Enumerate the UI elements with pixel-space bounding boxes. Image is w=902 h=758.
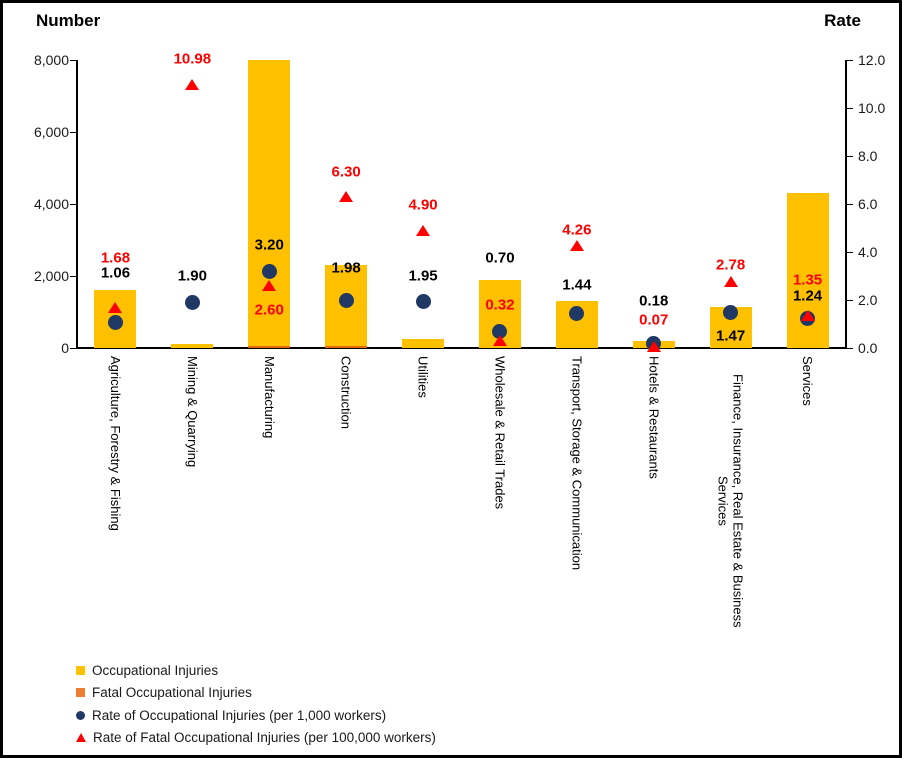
- data-label-rate: 1.95: [408, 267, 438, 285]
- marker-rate-fatal-occupational-injuries: [569, 240, 584, 252]
- left-axis-tick-label: 8,000: [33, 52, 69, 68]
- data-label-fatal-rate: 0.32: [485, 296, 515, 314]
- legend-label: Rate of Fatal Occupational Injuries (per…: [93, 730, 436, 746]
- legend-item: Rate of Occupational Injuries (per 1,000…: [76, 704, 436, 727]
- left-axis-line: [76, 60, 78, 348]
- legend-square-icon: [76, 665, 85, 675]
- left-axis-tick-label: 4,000: [33, 196, 69, 212]
- marker-rate-fatal-occupational-injuries: [108, 302, 123, 314]
- data-label-fatal-rate: 4.26: [562, 221, 592, 239]
- right-axis-tick-label: 6.0: [858, 196, 878, 212]
- legend-item: Occupational Injuries: [76, 659, 436, 682]
- legend-triangle-icon: [76, 733, 86, 743]
- left-axis-tick-label: 6,000: [33, 124, 69, 140]
- legend-label: Rate of Occupational Injuries (per 1,000…: [92, 707, 387, 723]
- right-axis-title: Rate: [824, 11, 861, 30]
- left-axis-tick: [70, 276, 76, 277]
- bar-occupational-injuries: [248, 60, 291, 348]
- data-label-fatal-rate: 2.60: [254, 301, 284, 319]
- bar-fatal-occupational-injuries: [325, 345, 368, 348]
- data-label-rate: 3.20: [254, 236, 284, 254]
- x-axis-category-label: Services: [800, 356, 816, 406]
- right-axis-line: [845, 60, 847, 348]
- right-axis-tick-label: 10.0: [858, 100, 886, 116]
- marker-rate-occupational-injuries: [107, 315, 123, 331]
- left-axis-tick: [70, 204, 76, 205]
- x-axis-category-label: Construction: [338, 356, 354, 429]
- marker-rate-occupational-injuries: [184, 294, 200, 310]
- right-axis-tick: [847, 348, 853, 349]
- x-axis-category-label: Wholesale & Retail Trades: [492, 356, 508, 510]
- data-label-fatal-rate: 2.78: [716, 256, 746, 274]
- left-axis-tick: [70, 132, 76, 133]
- x-axis-category-label: Agriculture, Forestry & Fishing: [107, 356, 123, 531]
- right-axis-tick: [847, 204, 853, 205]
- legend-square-icon: [76, 688, 85, 698]
- data-label-fatal-rate: 10.98: [173, 50, 212, 68]
- data-label-fatal-rate: 1.68: [100, 249, 131, 267]
- right-axis-tick-label: 12.0: [858, 52, 886, 68]
- left-axis-title: Number: [36, 11, 101, 30]
- marker-rate-occupational-injuries: [415, 293, 431, 309]
- left-axis-tick-label: 0: [61, 340, 69, 356]
- marker-rate-fatal-occupational-injuries: [185, 78, 200, 90]
- legend-circle-icon: [76, 710, 85, 720]
- left-axis-tick: [70, 348, 76, 349]
- legend-item: Rate of Fatal Occupational Injuries (per…: [76, 727, 436, 750]
- bar-occupational-injuries: [402, 339, 445, 348]
- data-label-fatal-rate: 1.35: [792, 271, 823, 289]
- right-axis-tick: [847, 156, 853, 157]
- marker-rate-occupational-injuries: [261, 263, 277, 279]
- left-axis-tick-label: 2,000: [33, 268, 69, 284]
- right-axis-tick: [847, 300, 853, 301]
- right-axis-tick-label: 4.0: [858, 244, 878, 260]
- legend-label: Fatal Occupational Injuries: [92, 685, 252, 701]
- data-label-fatal-rate: 4.90: [408, 196, 438, 214]
- x-axis-category-label: Utilities: [415, 356, 431, 398]
- marker-rate-occupational-injuries: [569, 305, 585, 321]
- x-axis-category-label: Manufacturing: [261, 356, 277, 439]
- data-label-rate: 1.24: [792, 287, 823, 305]
- x-axis-category-label: Mining & Quarrying: [184, 356, 200, 468]
- marker-rate-occupational-injuries: [338, 292, 354, 308]
- data-label-rate: 0.18: [639, 292, 669, 310]
- right-axis-tick: [847, 60, 853, 61]
- data-label-rate: 1.06: [100, 264, 131, 282]
- bar-fatal-occupational-injuries: [248, 345, 291, 348]
- data-label-rate: 1.98: [331, 259, 361, 277]
- x-axis-category-label: Finance, Insurance, Real Estate & Busine…: [715, 374, 746, 628]
- data-label-fatal-rate: 0.07: [639, 311, 669, 329]
- x-axis-category-label: Hotels & Restaurants: [646, 356, 662, 479]
- marker-rate-fatal-occupational-injuries: [339, 191, 354, 203]
- data-label-rate: 0.70: [485, 249, 515, 267]
- right-axis-tick-label: 8.0: [858, 148, 878, 164]
- legend: Occupational Injuries Fatal Occupational …: [76, 659, 436, 749]
- right-axis-tick-label: 0.0: [858, 340, 878, 356]
- legend-item: Fatal Occupational Injuries: [76, 682, 436, 705]
- marker-rate-fatal-occupational-injuries: [492, 334, 507, 346]
- marker-rate-fatal-occupational-injuries: [800, 310, 815, 322]
- marker-rate-fatal-occupational-injuries: [262, 280, 277, 292]
- marker-rate-occupational-injuries: [723, 305, 739, 321]
- bar-occupational-injuries: [171, 344, 214, 348]
- data-label-rate: 1.90: [177, 267, 207, 285]
- legend-label: Occupational Injuries: [92, 662, 219, 678]
- right-axis-tick: [847, 252, 853, 253]
- data-label-fatal-rate: 6.30: [331, 163, 361, 181]
- marker-rate-fatal-occupational-injuries: [646, 340, 661, 352]
- marker-rate-fatal-occupational-injuries: [416, 224, 431, 236]
- right-axis-tick-label: 2.0: [858, 292, 878, 308]
- data-label-rate: 1.44: [562, 276, 592, 294]
- left-axis-tick: [70, 60, 76, 61]
- data-label-rate: 1.47: [716, 327, 746, 345]
- right-axis-tick: [847, 108, 853, 109]
- x-axis-category-label: Transport, Storage & Communication: [569, 356, 585, 571]
- marker-rate-fatal-occupational-injuries: [723, 275, 738, 287]
- bottom-axis-line: [76, 347, 847, 349]
